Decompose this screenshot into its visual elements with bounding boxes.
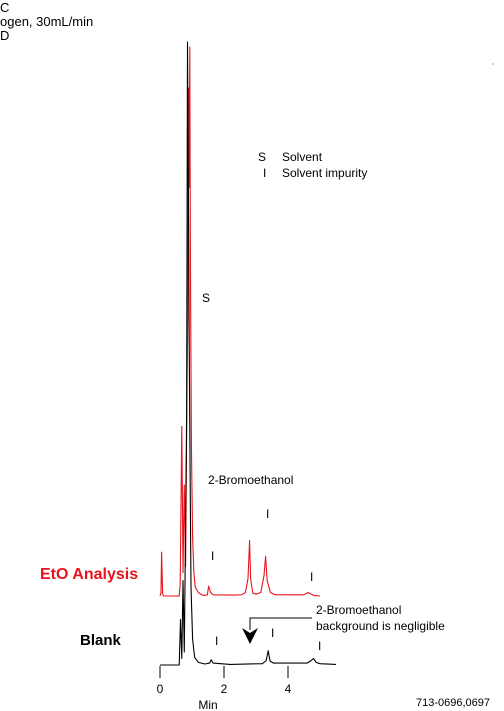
legend-solvent-text: Solvent <box>282 150 323 164</box>
blank-trace <box>160 41 337 666</box>
legend-solvent-symbol: S <box>258 150 266 164</box>
solvent-peak-label: S <box>202 291 210 305</box>
x-axis-label: Min <box>198 698 217 711</box>
x-tick-label: 0 <box>157 682 164 696</box>
impurity-marker-blank-1: I <box>215 634 218 648</box>
bromoethanol-peak-label: 2-Bromoethanol <box>208 473 293 487</box>
impurity-marker-blank-2: I <box>271 626 274 640</box>
x-tick-label: 4 <box>285 682 292 696</box>
header-line-2: ogen, 30mL/min <box>0 14 94 29</box>
legend-impurity-text: Solvent impurity <box>282 166 367 180</box>
eto-analysis-trace <box>159 46 321 597</box>
blank-label: Blank <box>80 632 121 649</box>
header-line-3: D <box>0 28 10 43</box>
callout-arrowhead-icon <box>242 628 258 644</box>
figure-code: 713-0696,0697 <box>416 697 491 709</box>
impurity-marker-blank-3: I <box>318 639 321 653</box>
background-note-line-1: 2-Bromoethanol <box>316 603 401 617</box>
background-note-line-2: background is negligible <box>316 619 445 633</box>
impurity-marker-eto-2: I <box>266 507 269 521</box>
x-tick-label: 2 <box>221 682 228 696</box>
callout-leader-line <box>249 617 312 630</box>
header-line-1: C <box>0 0 10 15</box>
impurity-marker-eto-1: I <box>211 549 214 563</box>
stray-dot <box>492 63 494 65</box>
legend-impurity-symbol: I <box>263 166 266 180</box>
impurity-marker-eto-3: I <box>310 570 313 584</box>
eto-analysis-label: EtO Analysis <box>40 566 139 583</box>
